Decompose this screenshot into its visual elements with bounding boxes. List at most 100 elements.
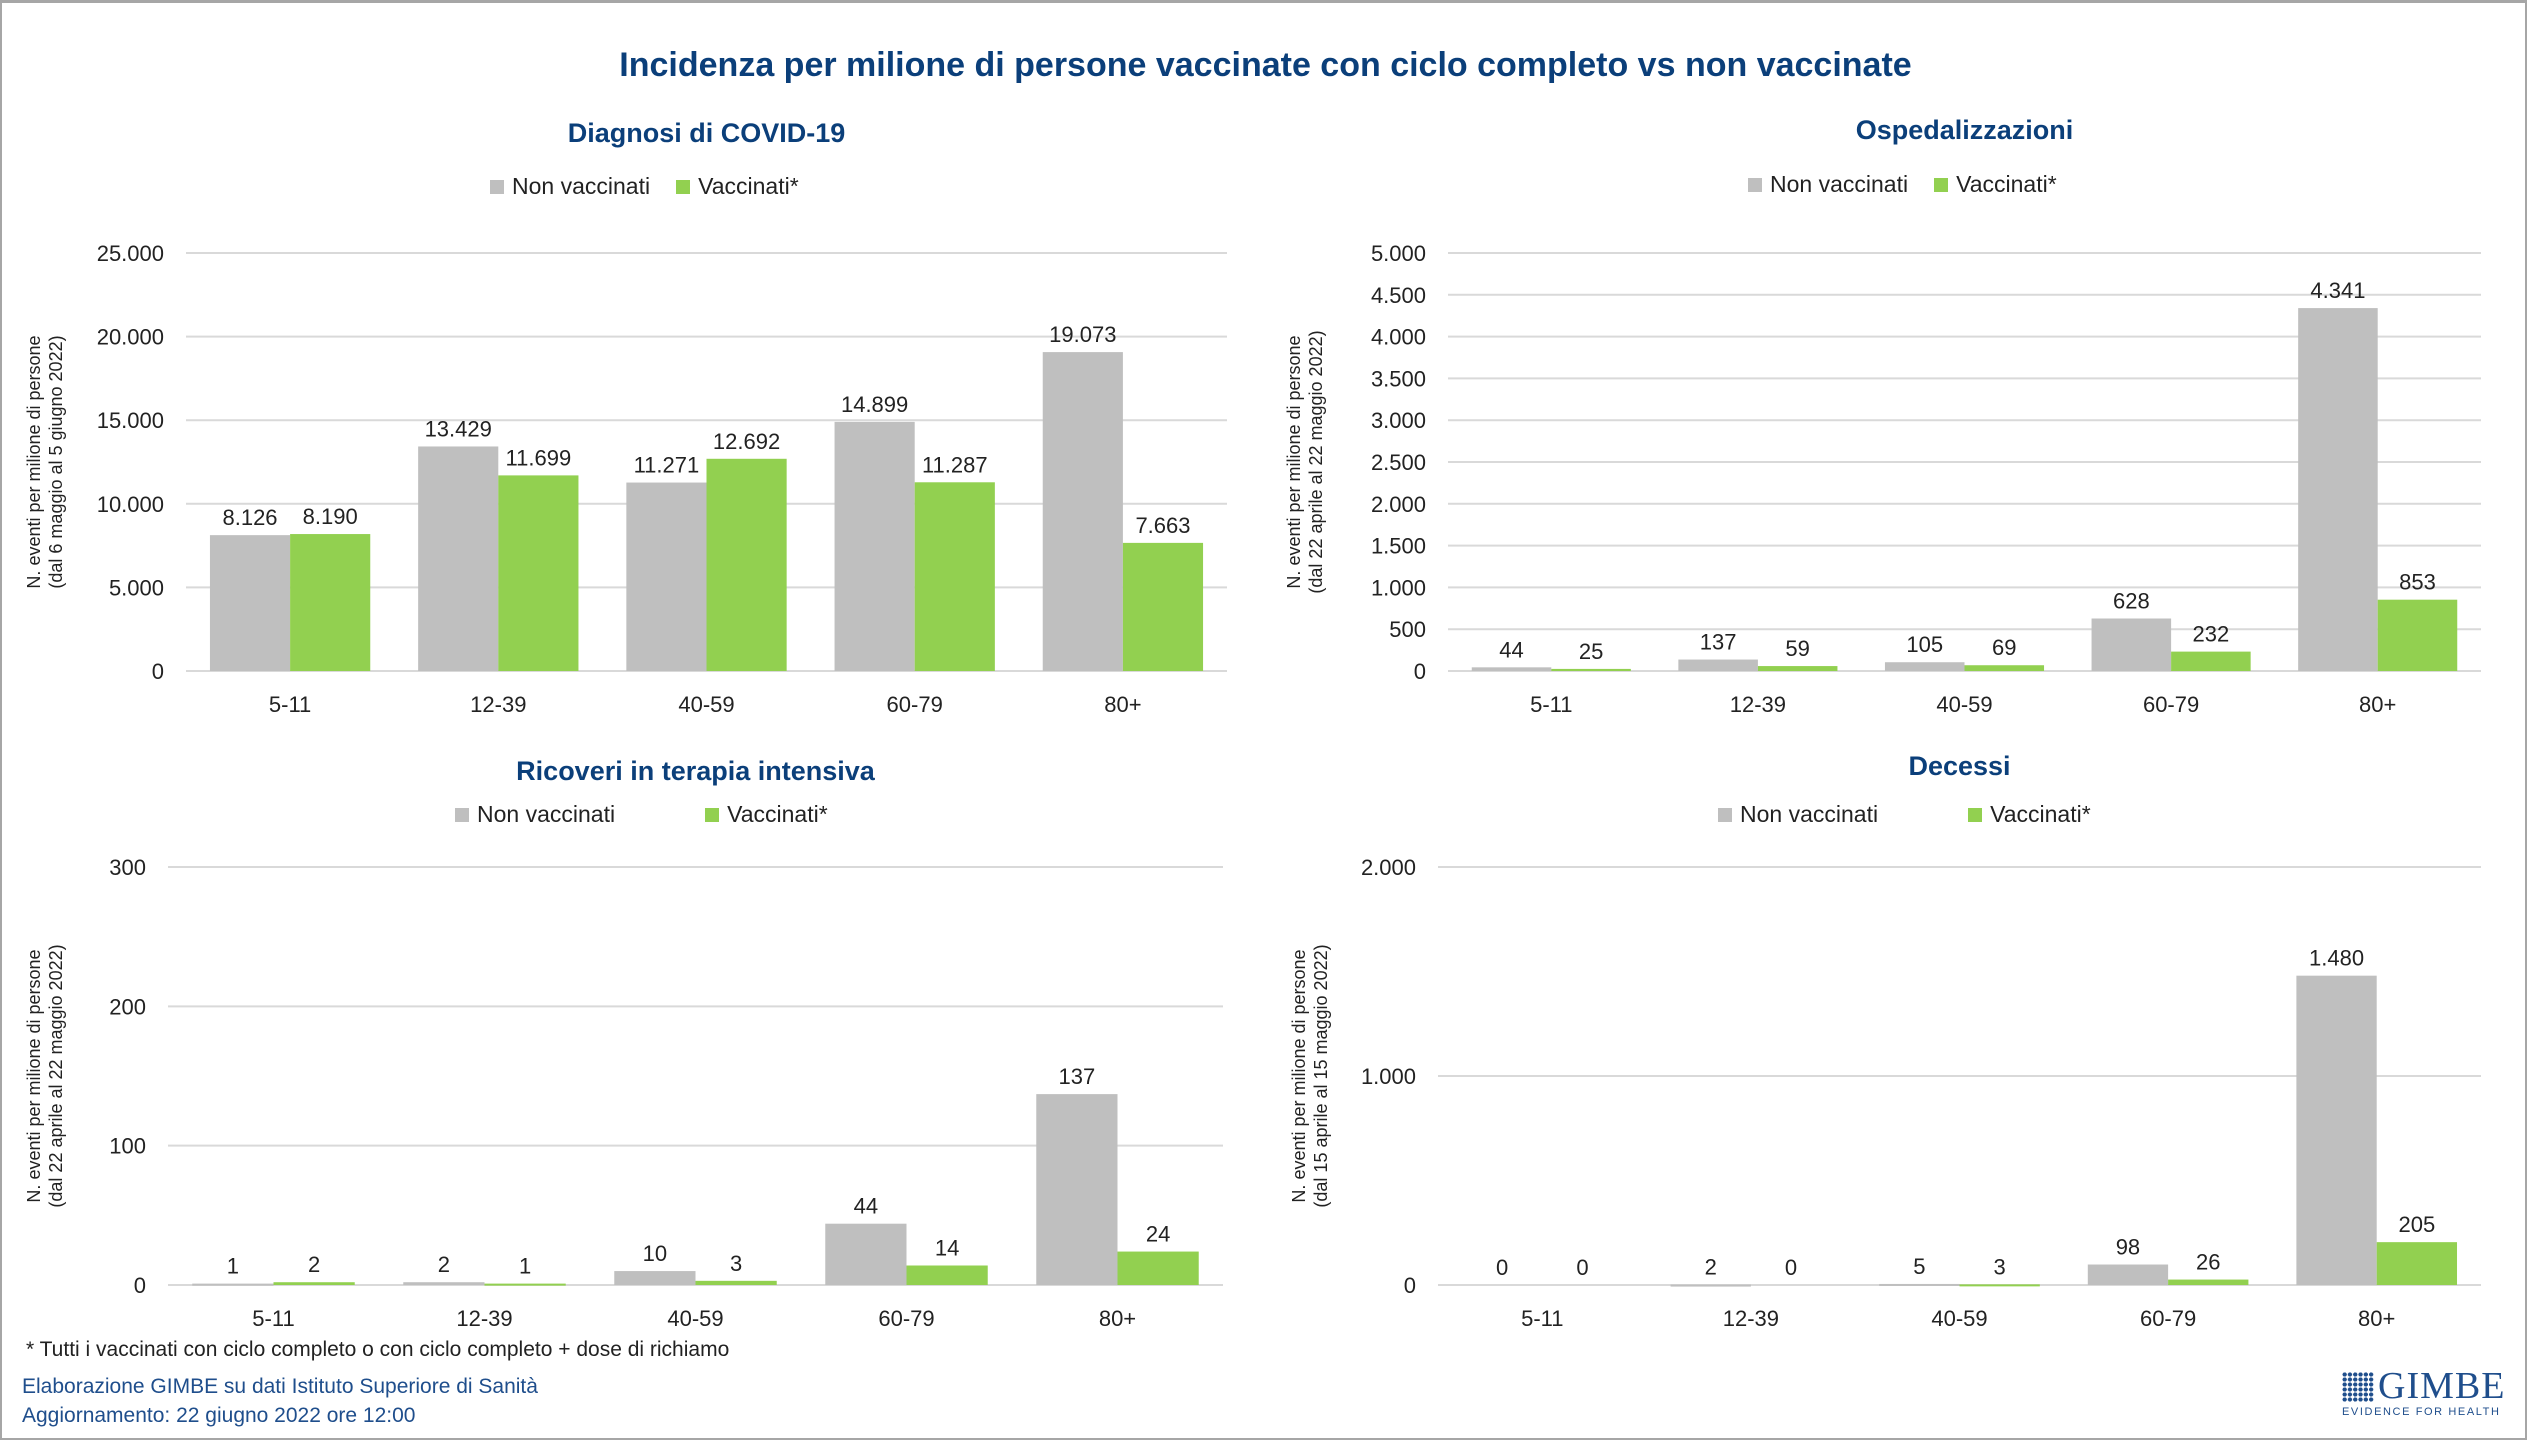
y-tick-label-ospedalizzazioni: 500 <box>1389 617 1426 642</box>
y-tick-label-terapia-intensiva: 200 <box>109 994 146 1019</box>
legend-swatch-non-vaccinati <box>455 807 469 822</box>
legend-label-vaccinati: Vaccinati* <box>1956 171 2057 197</box>
bar-vaccinati-terapia-intensiva <box>484 1283 566 1286</box>
x-tick-label-decessi: 60-79 <box>2140 1306 2196 1331</box>
legend-label-non-vaccinati: Non vaccinati <box>477 801 616 827</box>
legend-swatch-vaccinati <box>676 179 691 194</box>
data-label-non-vaccinati-terapia-intensiva: 10 <box>643 1241 667 1266</box>
x-tick-label-decessi: 40-59 <box>1931 1306 1987 1331</box>
data-label-non-vaccinati-diagnosi: 14.899 <box>841 392 908 417</box>
y-tick-label-ospedalizzazioni: 2.500 <box>1371 450 1426 475</box>
data-label-vaccinati-diagnosi: 7.663 <box>1135 513 1190 538</box>
x-tick-label-terapia-intensiva: 40-59 <box>667 1306 723 1331</box>
y-tick-label-diagnosi: 15.000 <box>97 408 164 433</box>
logo-tagline: EVIDENCE FOR HEALTH <box>2342 1406 2501 1418</box>
bar-vaccinati-decessi <box>2376 1242 2458 1285</box>
data-label-non-vaccinati-decessi: 98 <box>2116 1235 2140 1260</box>
x-tick-label-diagnosi: 12-39 <box>470 692 526 717</box>
legend-item-vaccinati: Vaccinati* <box>1968 801 2091 828</box>
bar-vaccinati-terapia-intensiva <box>1117 1251 1199 1285</box>
legend-item-vaccinati: Vaccinati* <box>705 801 828 828</box>
legend-label-vaccinati: Vaccinati* <box>698 173 799 199</box>
bar-non-vaccinati-terapia-intensiva <box>614 1271 696 1285</box>
y-axis-label-period-decessi: (dal 15 aprile al 15 maggio 2022) <box>1311 944 1331 1207</box>
x-tick-label-terapia-intensiva: 5-11 <box>252 1306 294 1331</box>
y-tick-label-ospedalizzazioni: 3.500 <box>1371 366 1426 391</box>
data-label-vaccinati-decessi: 26 <box>2196 1250 2220 1275</box>
data-label-vaccinati-diagnosi: 12.692 <box>713 429 780 454</box>
legend-label-non-vaccinati: Non vaccinati <box>512 173 651 199</box>
legend-diagnosi: Non vaccinati Vaccinati* <box>490 173 799 200</box>
bar-non-vaccinati-terapia-intensiva <box>403 1282 485 1285</box>
x-tick-label-ospedalizzazioni: 12-39 <box>1730 692 1786 717</box>
bar-non-vaccinati-ospedalizzazioni <box>2298 308 2378 671</box>
data-label-vaccinati-ospedalizzazioni: 25 <box>1579 639 1603 664</box>
data-label-non-vaccinati-ospedalizzazioni: 137 <box>1700 630 1737 655</box>
x-tick-label-terapia-intensiva: 80+ <box>1099 1306 1136 1331</box>
bar-non-vaccinati-terapia-intensiva <box>825 1223 907 1285</box>
bar-vaccinati-diagnosi <box>1122 542 1204 671</box>
x-tick-label-diagnosi: 60-79 <box>887 692 943 717</box>
data-label-vaccinati-diagnosi: 8.190 <box>303 504 358 529</box>
y-axis-label-diagnosi: N. eventi per milione di persone <box>24 335 44 588</box>
bar-vaccinati-terapia-intensiva <box>906 1265 988 1285</box>
y-tick-label-ospedalizzazioni: 4.000 <box>1371 325 1426 350</box>
legend-swatch-vaccinati <box>1968 807 1983 822</box>
data-label-non-vaccinati-ospedalizzazioni: 105 <box>1906 632 1943 657</box>
bar-non-vaccinati-ospedalizzazioni <box>1678 659 1758 671</box>
y-tick-label-diagnosi: 10.000 <box>97 492 164 517</box>
y-tick-label-diagnosi: 20.000 <box>97 325 164 350</box>
bar-vaccinati-ospedalizzazioni <box>1964 665 2045 671</box>
data-label-vaccinati-ospedalizzazioni: 853 <box>2399 570 2436 595</box>
x-tick-label-ospedalizzazioni: 80+ <box>2359 692 2396 717</box>
legend-item-non-vaccinati: Non vaccinati <box>455 801 615 828</box>
main-title: Incidenza per milione di persone vaccina… <box>619 46 1912 84</box>
y-axis-label-period-ospedalizzazioni: (dal 22 aprile al 22 maggio 2022) <box>1306 330 1326 593</box>
bar-vaccinati-ospedalizzazioni <box>2171 651 2251 671</box>
legend-swatch-non-vaccinati <box>1748 177 1762 192</box>
bar-vaccinati-diagnosi <box>706 458 787 671</box>
data-label-non-vaccinati-decessi: 5 <box>1913 1254 1925 1279</box>
legend-item-vaccinati: Vaccinati* <box>1934 171 2057 198</box>
legend-swatch-vaccinati <box>705 807 720 822</box>
bar-vaccinati-decessi <box>1959 1284 2040 1287</box>
bar-vaccinati-terapia-intensiva <box>695 1280 777 1285</box>
data-label-non-vaccinati-terapia-intensiva: 44 <box>854 1194 878 1219</box>
gimbe-grid-icon <box>2342 1372 2374 1402</box>
legend-item-vaccinati: Vaccinati* <box>676 173 799 200</box>
bar-non-vaccinati-diagnosi <box>209 535 291 671</box>
footnote: * Tutti i vaccinati con ciclo completo o… <box>26 1338 730 1361</box>
y-axis-label-period-diagnosi: (dal 6 maggio al 5 giugno 2022) <box>46 335 66 588</box>
y-tick-label-decessi: 2.000 <box>1361 855 1416 880</box>
logo-wordmark: GIMBE <box>2378 1365 2506 1407</box>
legend-item-non-vaccinati: Non vaccinati <box>1748 171 1908 198</box>
bar-non-vaccinati-diagnosi <box>1042 352 1123 671</box>
y-tick-label-terapia-intensiva: 100 <box>109 1134 146 1159</box>
bar-non-vaccinati-decessi <box>2296 975 2377 1285</box>
data-label-vaccinati-diagnosi: 11.287 <box>922 452 988 477</box>
bar-vaccinati-diagnosi <box>914 482 995 671</box>
data-label-vaccinati-terapia-intensiva: 2 <box>308 1252 320 1277</box>
data-label-vaccinati-decessi: 3 <box>1994 1254 2006 1279</box>
y-tick-label-diagnosi: 25.000 <box>97 241 164 266</box>
data-label-vaccinati-decessi: 0 <box>1785 1255 1797 1280</box>
y-tick-label-decessi: 0 <box>1404 1273 1416 1298</box>
update-note: Aggiornamento: 22 giugno 2022 ore 12:00 <box>22 1404 416 1427</box>
data-label-vaccinati-terapia-intensiva: 14 <box>935 1235 959 1260</box>
chart-title-diagnosi: Diagnosi di COVID-19 <box>567 118 846 148</box>
y-tick-label-diagnosi: 5.000 <box>109 575 164 600</box>
data-label-non-vaccinati-diagnosi: 19.073 <box>1049 322 1116 347</box>
x-tick-label-ospedalizzazioni: 40-59 <box>1936 692 1992 717</box>
bar-non-vaccinati-terapia-intensiva <box>1036 1094 1118 1285</box>
x-tick-label-ospedalizzazioni: 5-11 <box>1530 692 1572 717</box>
legend-ospedalizzazioni: Non vaccinati Vaccinati* <box>1748 171 2057 198</box>
y-tick-label-diagnosi: 0 <box>152 659 164 684</box>
legend-item-non-vaccinati: Non vaccinati <box>1718 801 1878 828</box>
data-label-non-vaccinati-diagnosi: 11.271 <box>634 453 700 478</box>
data-label-non-vaccinati-decessi: 1.480 <box>2309 946 2364 971</box>
source-note: Elaborazione GIMBE su dati Istituto Supe… <box>22 1375 538 1398</box>
y-tick-label-ospedalizzazioni: 2.000 <box>1371 492 1426 517</box>
y-tick-label-ospedalizzazioni: 1.000 <box>1371 575 1426 600</box>
data-label-vaccinati-diagnosi: 11.699 <box>506 445 572 470</box>
